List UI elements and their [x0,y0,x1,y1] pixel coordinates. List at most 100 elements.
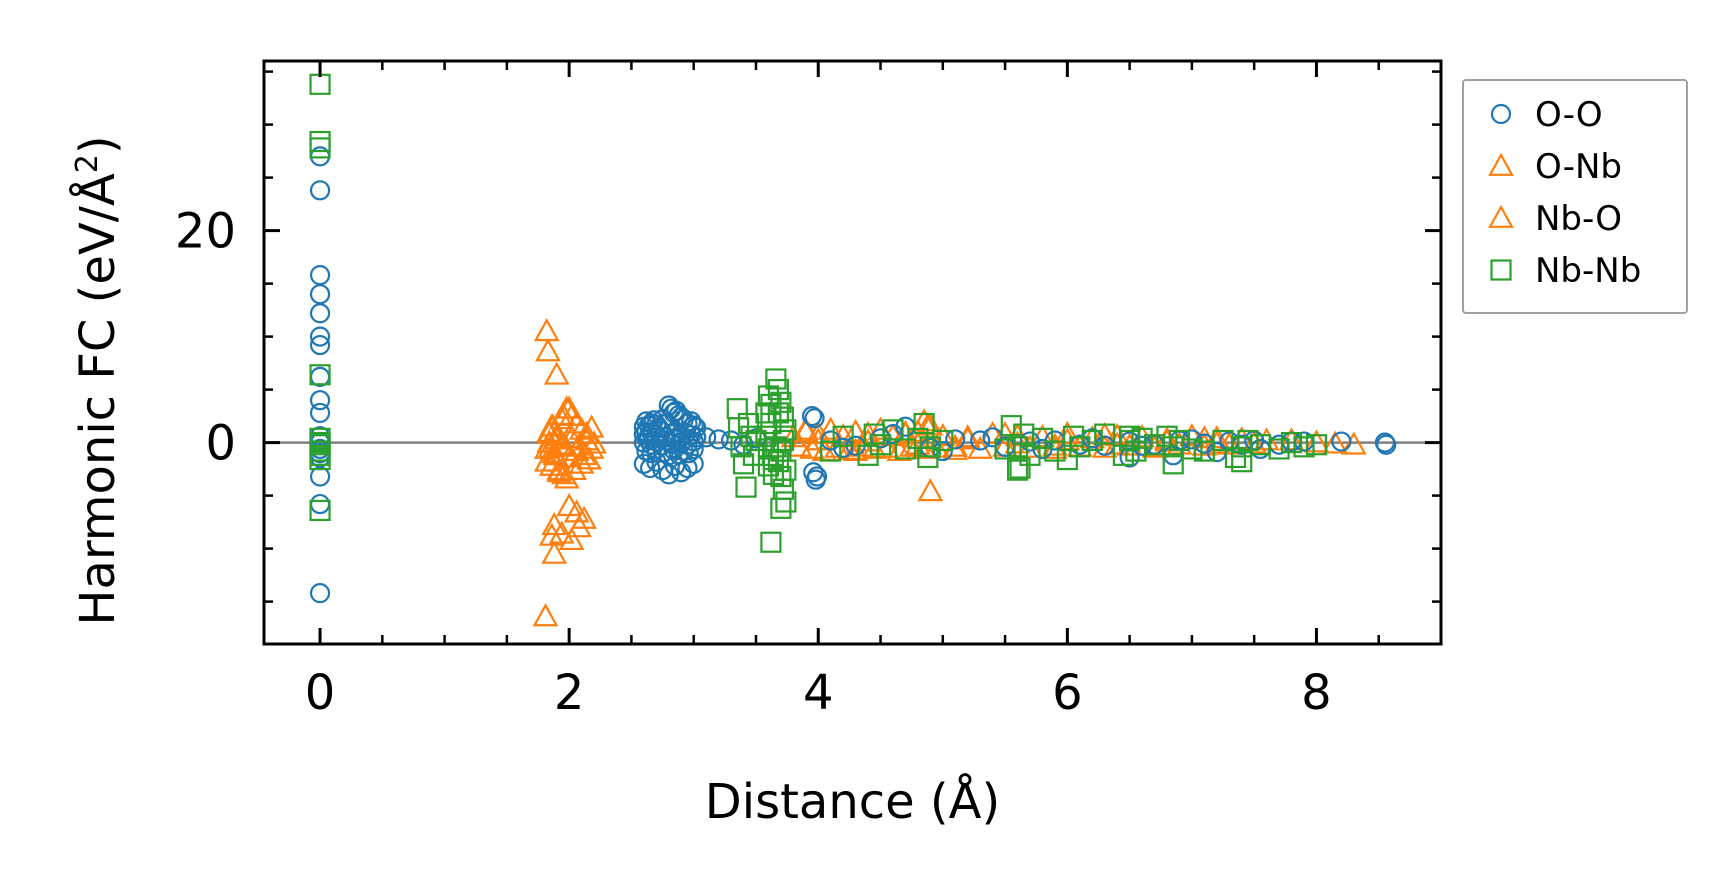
data-point [1056,448,1078,471]
data-point [1340,431,1367,455]
data-point [546,456,573,481]
data-point [543,361,570,385]
legend-marker-circle [1490,103,1512,125]
x-tick-label: 4 [803,665,834,721]
x-tick-label: 6 [1052,665,1083,721]
data-point [894,438,917,460]
legend-entry-nb-nb: Nb-Nb [1490,251,1641,291]
data-point [1156,425,1178,447]
data-point [309,499,331,522]
data-point [917,446,939,469]
data-point [1032,438,1053,460]
data-point [1231,451,1253,473]
data-point [535,338,561,362]
data-point [1019,444,1041,466]
data-point [1303,429,1330,453]
data-point [1119,425,1141,447]
data-point [882,419,904,441]
data-point [1006,459,1029,481]
legend-entry-o-nb: O-Nb [1488,147,1622,187]
data-point [1031,427,1054,449]
data-point [1069,436,1091,458]
plot-frame [262,59,1443,646]
data-point [735,476,757,498]
data-point [566,432,592,456]
data-point [805,469,826,490]
data-point [551,431,578,455]
data-point [772,406,794,428]
data-point [1162,453,1184,475]
data-points-layer [309,73,1397,627]
data-point [1376,434,1397,455]
data-point [677,457,698,479]
legend-marker-triangle [1488,152,1514,176]
data-point [708,429,729,450]
data-point [581,430,607,454]
data-point [913,412,935,435]
data-point [683,415,704,436]
data-point [309,583,331,604]
data-point [1054,420,1081,445]
y-tick-label: 0 [205,416,236,472]
legend-label: O-Nb [1535,147,1622,187]
data-point [309,334,331,356]
data-point [633,453,654,474]
data-point [663,439,684,461]
data-point [765,436,787,458]
data-point [1181,438,1203,460]
data-point [678,443,699,464]
legend: O-O O-Nb Nb-O Nb-Nb [1462,79,1688,314]
data-point [576,446,602,470]
data-point [982,427,1003,448]
y-axis-label-superscript: 2 [70,154,105,173]
data-point [770,391,792,413]
data-point [760,531,782,553]
data-point [573,427,600,451]
data-point [820,440,842,462]
data-point [911,408,937,432]
data-point [832,425,854,447]
data-point [1119,447,1140,468]
data-point [550,401,576,425]
data-point [309,390,331,411]
data-point [683,453,704,474]
data-point [683,438,704,460]
legend-box [1462,79,1688,314]
data-point [563,410,590,434]
data-point [1305,434,1328,456]
data-point [309,444,331,466]
data-point [919,436,941,458]
data-point [1241,430,1268,454]
x-axis-label: Distance (Å) [705,773,1000,830]
y-axis-label: Harmonic FC (eV/Å2) [69,135,126,625]
legend-marker-square [1490,259,1512,281]
data-point [804,408,825,429]
data-point [551,461,578,485]
data-point [533,448,560,472]
data-point [309,466,331,487]
y-tick-label: 20 [175,204,236,260]
data-point [541,540,568,564]
data-point [898,433,925,457]
data-point [309,137,331,159]
legend-entry-nb-o: Nb-O [1488,199,1622,239]
data-point [533,318,560,342]
data-point [1094,423,1116,445]
data-point [765,368,787,390]
data-point [767,402,789,424]
data-point [833,437,854,458]
data-point [309,434,331,456]
x-tick-label: 2 [554,665,585,721]
data-point [1322,430,1349,454]
data-point [770,465,792,488]
data-point [945,429,966,450]
data-point [917,478,944,502]
data-point [1081,429,1103,452]
data-point [696,427,717,448]
y-axis-label-main: Harmonic FC (eV/Å [69,173,126,626]
data-point [857,444,879,466]
y-axis-label-close: ) [70,135,126,154]
data-point [979,420,1006,445]
data-point [799,435,825,459]
data-point [801,406,823,427]
